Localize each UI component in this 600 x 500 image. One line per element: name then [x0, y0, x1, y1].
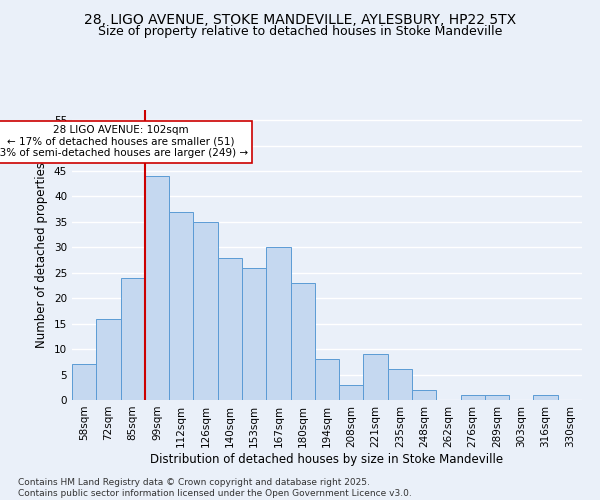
Text: Contains HM Land Registry data © Crown copyright and database right 2025.
Contai: Contains HM Land Registry data © Crown c… [18, 478, 412, 498]
Bar [145, 176, 169, 400]
Bar [242, 268, 266, 400]
Bar [461, 395, 485, 400]
Bar [96, 318, 121, 400]
Bar [485, 395, 509, 400]
Bar [388, 370, 412, 400]
Bar [533, 395, 558, 400]
Bar [364, 354, 388, 400]
Bar [72, 364, 96, 400]
Text: Size of property relative to detached houses in Stoke Mandeville: Size of property relative to detached ho… [98, 25, 502, 38]
Text: 28, LIGO AVENUE, STOKE MANDEVILLE, AYLESBURY, HP22 5TX: 28, LIGO AVENUE, STOKE MANDEVILLE, AYLES… [84, 12, 516, 26]
Bar [218, 258, 242, 400]
Bar [121, 278, 145, 400]
Bar [339, 384, 364, 400]
Bar [266, 248, 290, 400]
Bar [290, 283, 315, 400]
X-axis label: Distribution of detached houses by size in Stoke Mandeville: Distribution of detached houses by size … [151, 452, 503, 466]
Bar [315, 360, 339, 400]
Bar [193, 222, 218, 400]
Y-axis label: Number of detached properties: Number of detached properties [35, 162, 49, 348]
Bar [412, 390, 436, 400]
Text: 28 LIGO AVENUE: 102sqm
← 17% of detached houses are smaller (51)
83% of semi-det: 28 LIGO AVENUE: 102sqm ← 17% of detached… [0, 126, 248, 158]
Bar [169, 212, 193, 400]
